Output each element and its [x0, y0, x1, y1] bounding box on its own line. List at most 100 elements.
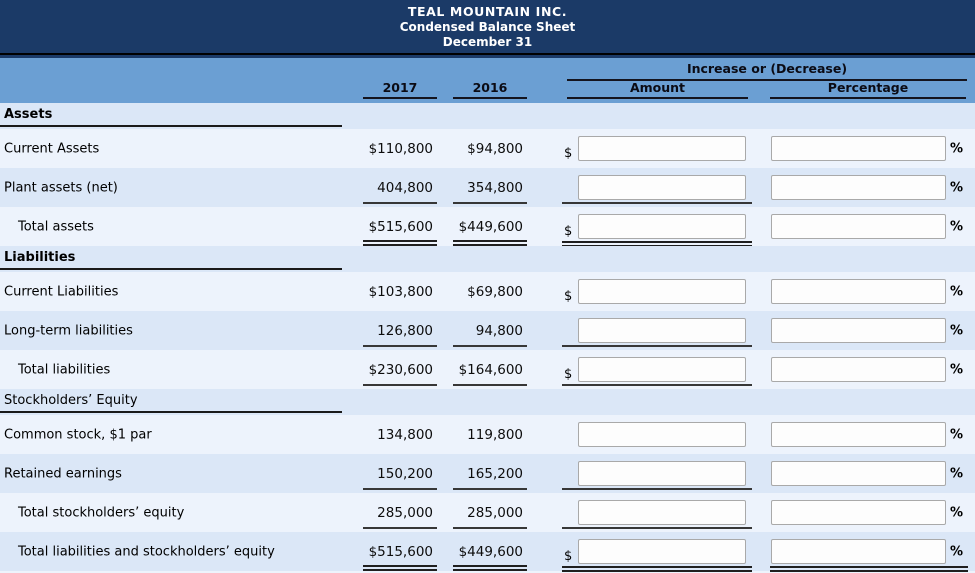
- row-label: Retained earnings: [4, 466, 122, 481]
- percentage-cell: [771, 454, 946, 493]
- amount-cell: [562, 168, 752, 207]
- dollar-sign: $: [564, 289, 573, 304]
- amount-cell: $: [562, 129, 752, 168]
- underline-amount: [562, 527, 752, 529]
- percent-sign: %: [950, 323, 964, 338]
- report-date: December 31: [442, 35, 533, 49]
- percent-sign: %: [950, 284, 964, 299]
- column-header-percentage: Percentage: [770, 80, 966, 99]
- amount-cell: $: [562, 532, 752, 572]
- underline-amount: [562, 345, 752, 347]
- amount-input[interactable]: [578, 422, 746, 447]
- amount-input[interactable]: [578, 279, 746, 304]
- percent-sign: %: [950, 219, 964, 234]
- percentage-cell: [771, 272, 946, 311]
- row-label: Total liabilities and stockholders’ equi…: [18, 544, 275, 559]
- value-2017: $515,600: [368, 218, 433, 235]
- row-label: Current Liabilities: [4, 284, 119, 299]
- amount-cell: $: [562, 272, 752, 311]
- value-2017: 134,800: [377, 426, 433, 443]
- amount-cell: [562, 493, 752, 532]
- underline-2016: [453, 345, 527, 347]
- dollar-sign: $: [564, 224, 573, 239]
- percentage-input[interactable]: [771, 357, 946, 382]
- section-header: Liabilities: [0, 248, 342, 270]
- value-2016: $449,600: [458, 218, 523, 235]
- value-2017: $110,800: [368, 140, 433, 157]
- percent-sign: %: [950, 505, 964, 520]
- underline-amount: [562, 384, 752, 386]
- underline-2017: [363, 240, 437, 246]
- amount-input[interactable]: [578, 461, 746, 486]
- company-name: TEAL MOUNTAIN INC.: [407, 4, 568, 19]
- column-header-band: Increase or (Decrease) 2017 2016 Amount …: [0, 58, 975, 103]
- underline-percentage: [770, 566, 968, 572]
- amount-cell: [562, 454, 752, 493]
- column-header-2017: 2017: [363, 80, 437, 99]
- percentage-cell: [771, 207, 946, 246]
- value-2017: 285,000: [377, 504, 433, 521]
- percentage-cell: [771, 168, 946, 207]
- dollar-sign: $: [564, 146, 573, 161]
- table-row: Current Liabilities $103,800 $69,800 $%: [0, 272, 975, 311]
- amount-input[interactable]: [578, 500, 746, 525]
- percentage-input[interactable]: [771, 279, 946, 304]
- value-2016: $94,800: [467, 140, 523, 157]
- report-title-band: TEAL MOUNTAIN INC. Condensed Balance She…: [0, 0, 975, 53]
- percentage-input[interactable]: [771, 214, 946, 239]
- percentage-input[interactable]: [771, 318, 946, 343]
- amount-input[interactable]: [578, 357, 746, 382]
- increase-decrease-group-header: Increase or (Decrease): [567, 61, 967, 81]
- table-row: Total liabilities $230,600 $164,600 $%: [0, 350, 975, 389]
- row-label: Plant assets (net): [4, 180, 118, 195]
- row-label: Total stockholders’ equity: [18, 505, 185, 520]
- divider: [0, 53, 975, 55]
- amount-input[interactable]: [578, 214, 746, 239]
- dollar-sign: $: [564, 549, 573, 564]
- percent-sign: %: [950, 427, 964, 442]
- percentage-input[interactable]: [771, 461, 946, 486]
- percent-sign: %: [950, 180, 964, 195]
- value-2017: 126,800: [377, 322, 433, 339]
- row-label: Common stock, $1 par: [4, 427, 152, 442]
- underline-2017: [363, 202, 437, 204]
- amount-cell: $: [562, 207, 752, 247]
- bottom-strip: [0, 571, 975, 573]
- percentage-input[interactable]: [771, 539, 946, 564]
- row-label: Total assets: [18, 219, 94, 234]
- percentage-cell: [771, 350, 946, 389]
- table-row: Total stockholders’ equity 285,000 285,000…: [0, 493, 975, 532]
- percentage-input[interactable]: [771, 175, 946, 200]
- amount-input[interactable]: [578, 136, 746, 161]
- percent-sign: %: [950, 362, 964, 377]
- percent-sign: %: [950, 544, 964, 559]
- percentage-cell: [771, 493, 946, 532]
- underline-2017: [363, 384, 437, 386]
- value-2016: $449,600: [458, 543, 523, 560]
- percentage-cell: [771, 415, 946, 454]
- amount-input[interactable]: [578, 318, 746, 343]
- percentage-input[interactable]: [771, 422, 946, 447]
- underline-2017: [363, 488, 437, 490]
- section-row: Stockholders’ Equity: [0, 389, 975, 415]
- value-2016: 165,200: [467, 465, 523, 482]
- amount-input[interactable]: [578, 539, 746, 564]
- row-label: Total liabilities: [18, 362, 111, 377]
- percentage-input[interactable]: [771, 500, 946, 525]
- value-2017: $230,600: [368, 361, 433, 378]
- row-label: Long-term liabilities: [4, 323, 133, 338]
- value-2016: 94,800: [475, 322, 523, 339]
- table-row: Total assets $515,600 $449,600 $%: [0, 207, 975, 247]
- section-header: Stockholders’ Equity: [0, 391, 342, 413]
- underline-2016: [453, 202, 527, 204]
- underline-2016: [453, 240, 527, 246]
- underline-2016: [453, 384, 527, 386]
- amount-input[interactable]: [578, 175, 746, 200]
- percentage-cell: [771, 129, 946, 168]
- percentage-cell: [771, 311, 946, 350]
- underline-2016: [453, 488, 527, 490]
- value-2016: $164,600: [458, 361, 523, 378]
- table-row: Retained earnings 150,200 165,200%: [0, 454, 975, 493]
- percentage-input[interactable]: [771, 136, 946, 161]
- value-2016: 354,800: [467, 179, 523, 196]
